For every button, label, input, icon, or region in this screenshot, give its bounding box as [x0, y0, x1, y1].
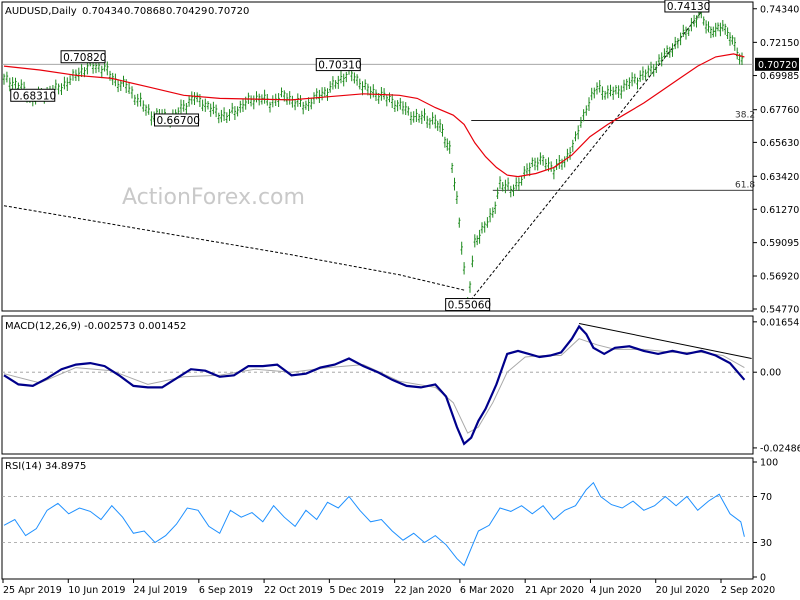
price-ytick-label: 0.67760 — [760, 105, 799, 116]
price-ytick-label: 0.56920 — [760, 272, 799, 283]
price-ytick-label: 0.65630 — [760, 138, 799, 149]
rsi-line — [3, 481, 745, 567]
xtick-label: 21 Apr 2020 — [525, 585, 584, 596]
price-ytick-label: 0.69985 — [760, 71, 799, 82]
price-panel-title: AUDUSD,Daily — [5, 6, 77, 17]
price-panel: AUDUSD,Daily 0.70434 0.70868 0.70429 0.7… — [1, 0, 799, 316]
price-annotation-box — [10, 88, 56, 102]
xtick-label: 22 Oct 2019 — [264, 585, 323, 596]
fib-level-label: 61.8 — [735, 180, 755, 190]
rsi-ytick-label: 100 — [760, 458, 778, 469]
xtick-label: 10 Jun 2019 — [68, 585, 125, 596]
xtick-label: 2 Sep 2020 — [721, 585, 775, 596]
macd-ytick-label: -0.02486 — [760, 443, 800, 454]
macd-main-line — [3, 324, 746, 446]
macd-ytick-label: 0.01654 — [760, 317, 799, 328]
rsi-ytick-label: 30 — [760, 538, 772, 549]
macd-ytick-label: 0.00 — [760, 368, 781, 379]
rsi-series — [2, 481, 753, 567]
rsi-ytick-label: 0 — [760, 573, 766, 584]
macd-trendline — [579, 323, 752, 359]
current-price-tag: 0.70720 — [755, 57, 799, 71]
x-axis: 25 Apr 2019 10 Jun 2019 24 Jul 2019 6 Sep 2… — [2, 579, 775, 596]
long-ma-dashed-line — [3, 205, 465, 291]
price-annotation-box — [60, 50, 106, 64]
price-ytick-label: 0.54770 — [760, 305, 799, 316]
fib-level-label: 38.2 — [735, 110, 755, 120]
price-y-axis: 0.74340 0.72150 0.69985 0.67760 0.65630 0.634… — [753, 4, 799, 316]
price-annotation-label: 0.68310 — [13, 90, 56, 102]
rsi-panel-frame — [1, 457, 754, 580]
price-annotation-label: 0.70310 — [318, 60, 361, 72]
macd-panel-frame — [1, 315, 754, 455]
price-ytick-label: 0.72150 — [760, 38, 799, 49]
rising-trendline — [467, 11, 702, 305]
xtick-label: 24 Jul 2019 — [134, 585, 188, 596]
xtick-label: 6 Sep 2019 — [199, 585, 253, 596]
xtick-label: 22 Jan 2020 — [395, 585, 452, 596]
macd-y-axis: 0.01654 0.00 -0.02486 — [753, 317, 800, 454]
price-annotation-label: 0.66700 — [157, 115, 200, 127]
price-annotation-label: 0.74130 — [667, 1, 710, 13]
price-annotation-box — [664, 0, 710, 13]
rsi-panel: RSI(14) 34.8975 100 70 30 0 — [1, 457, 778, 584]
price-ytick-label: 0.61270 — [760, 205, 799, 216]
xtick-label: 5 Dec 2019 — [329, 585, 384, 596]
ema-red-line — [3, 53, 745, 178]
price-annotation-box — [315, 58, 361, 72]
price-annotation-label: 0.55060 — [448, 300, 491, 312]
price-series — [2, 4, 745, 308]
xtick-label: 20 Jul 2020 — [656, 585, 710, 596]
rsi-y-axis: 100 70 30 0 — [753, 458, 778, 584]
xtick-label: 25 Apr 2019 — [3, 585, 62, 596]
price-annotation-label: 0.70820 — [63, 52, 106, 64]
price-annotation-box — [445, 298, 491, 312]
ohlc-open: 0.70434 — [82, 6, 123, 17]
xtick-label: 4 Jun 2020 — [590, 585, 641, 596]
watermark: ActionForex.com — [122, 185, 305, 210]
rsi-ytick-label: 70 — [760, 492, 772, 503]
macd-panel: MACD(12,26,9) -0.002573 0.001452 0.01654… — [1, 315, 800, 455]
price-candles — [2, 4, 744, 308]
svg-text:0.70720: 0.70720 — [758, 60, 797, 71]
price-annotations: 0.68310 0.70820 0.66700 0.70310 0.55060 0.741… — [10, 0, 710, 312]
price-ytick-label: 0.63420 — [760, 172, 799, 183]
macd-series — [2, 323, 753, 446]
price-ytick-label: 0.74340 — [760, 4, 799, 15]
ohlc-close: 0.70720 — [208, 6, 249, 17]
rsi-panel-title: RSI(14) 34.8975 — [5, 461, 86, 472]
ohlc-low: 0.70429 — [166, 6, 207, 17]
fibonacci-levels: 38.2 61.8 — [2, 63, 755, 191]
xtick-label: 6 Mar 2020 — [460, 585, 514, 596]
ohlc-high: 0.70868 — [124, 6, 165, 17]
macd-signal-line — [3, 338, 745, 434]
price-annotation-box — [154, 113, 200, 127]
price-ytick-label: 0.59095 — [760, 238, 799, 249]
macd-panel-title: MACD(12,26,9) -0.002573 0.001452 — [5, 321, 186, 332]
price-panel-frame — [1, 1, 754, 312]
